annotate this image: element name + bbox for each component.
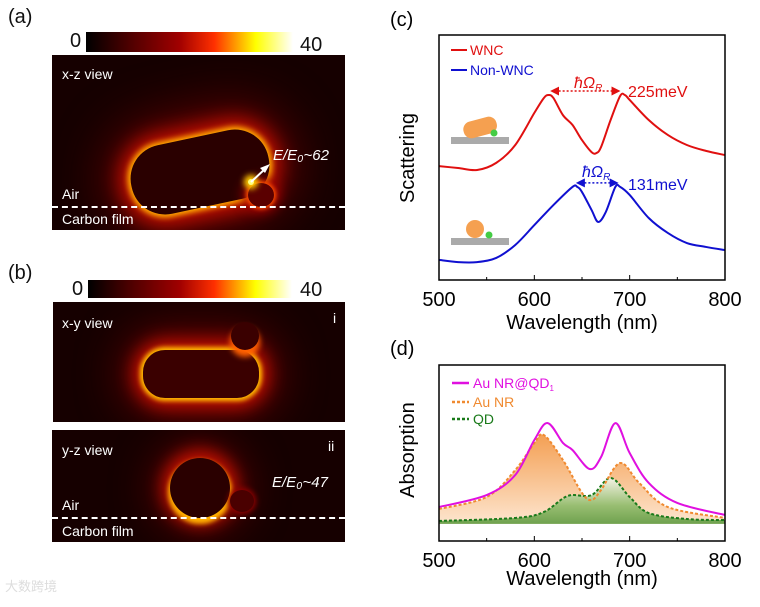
view-label: x-z view: [62, 66, 113, 82]
panel-d-label: (d): [390, 338, 414, 360]
x-tick-label: 500: [422, 550, 455, 572]
nanorod-cross-section: [170, 458, 230, 518]
y-axis-title-c: Scattering: [397, 113, 419, 203]
y-axis-title-d: Absorption: [397, 402, 419, 498]
legend-wnc-label: WNC: [470, 42, 503, 58]
panel-c-label: (c): [390, 9, 413, 31]
x-tick-label: 600: [518, 289, 551, 311]
watermark: 大数跨境: [5, 579, 58, 594]
hotspot-arrow: [250, 164, 270, 183]
colorbar-b: [88, 280, 292, 298]
x-tick-label: 500: [422, 289, 455, 311]
nanorod: [143, 350, 259, 398]
enhancement-label: E/E₀~47: [272, 474, 328, 491]
interface-line: [52, 517, 345, 519]
panel-b-label: (b): [8, 262, 33, 284]
field-map-yz: y-z view ii E/E₀~47 Air Carbon film: [52, 430, 345, 542]
series-line-wnc: [438, 92, 726, 172]
series-fill-qd: [439, 477, 725, 524]
series-line-non-wnc: [438, 183, 726, 264]
rabi-symbol: ħΩR: [582, 164, 610, 183]
series-line-au-nr-qd: [438, 422, 726, 516]
view-label: y-z view: [62, 442, 113, 458]
subpanel-tag: ii: [328, 438, 335, 454]
colorbar-a-min: 0: [70, 30, 82, 52]
legend-hybrid-label: Au NR@QD1: [473, 375, 554, 393]
air-label: Air: [62, 186, 80, 202]
x-tick-label: 700: [613, 289, 646, 311]
field-map-xz: x-z view E/E₀~62 Air Carbon film: [52, 55, 345, 230]
x-tick-label: 800: [708, 289, 741, 311]
quantum-dot: [231, 322, 259, 350]
legend-non-wnc-label: Non-WNC: [470, 62, 534, 78]
quantum-dot: [248, 183, 274, 207]
series-line-qd: [438, 476, 726, 522]
plot-frame: [438, 364, 726, 542]
carbon-film-label: Carbon film: [62, 211, 134, 227]
legend-qd-label: QD: [473, 411, 494, 427]
view-label: x-y view: [62, 315, 113, 331]
carbon-film-label: Carbon film: [62, 523, 134, 539]
subpanel-tag: i: [333, 310, 337, 326]
quantum-dot: [230, 490, 254, 512]
interface-line: [52, 206, 345, 208]
x-tick-label: 800: [708, 550, 741, 572]
series-line-au-nr: [438, 433, 726, 519]
colorbar-b-max: 40: [300, 279, 323, 301]
x-axis-title-d: Wavelength (nm): [506, 568, 658, 590]
inset-nanosphere-schematic: [451, 220, 509, 245]
x-tick-label: 600: [518, 550, 551, 572]
field-map-xy: x-y view i: [53, 302, 345, 422]
series-fill-au-nr: [439, 434, 725, 524]
panel-a-label: (a): [8, 6, 33, 28]
colorbar-a-max: 40: [300, 34, 323, 56]
colorbar-a: [86, 32, 293, 52]
rabi-value: 225meV: [628, 84, 688, 101]
rabi-value: 131meV: [628, 177, 688, 194]
legend-au-nr-label: Au NR: [473, 394, 514, 410]
inset-nanorod-schematic: [451, 116, 509, 144]
colorbar-b-min: 0: [72, 278, 84, 300]
x-tick-label: 700: [613, 550, 646, 572]
rabi-splitting-annotation-wnc: ħΩR 225meV: [574, 75, 688, 101]
air-label: Air: [62, 497, 80, 513]
rabi-splitting-annotation-non-wnc: ħΩR 131meV: [582, 164, 688, 194]
plot-frame: [438, 34, 726, 281]
enhancement-label: E/E₀~62: [273, 147, 329, 164]
x-axis-title-c: Wavelength (nm): [506, 312, 658, 334]
